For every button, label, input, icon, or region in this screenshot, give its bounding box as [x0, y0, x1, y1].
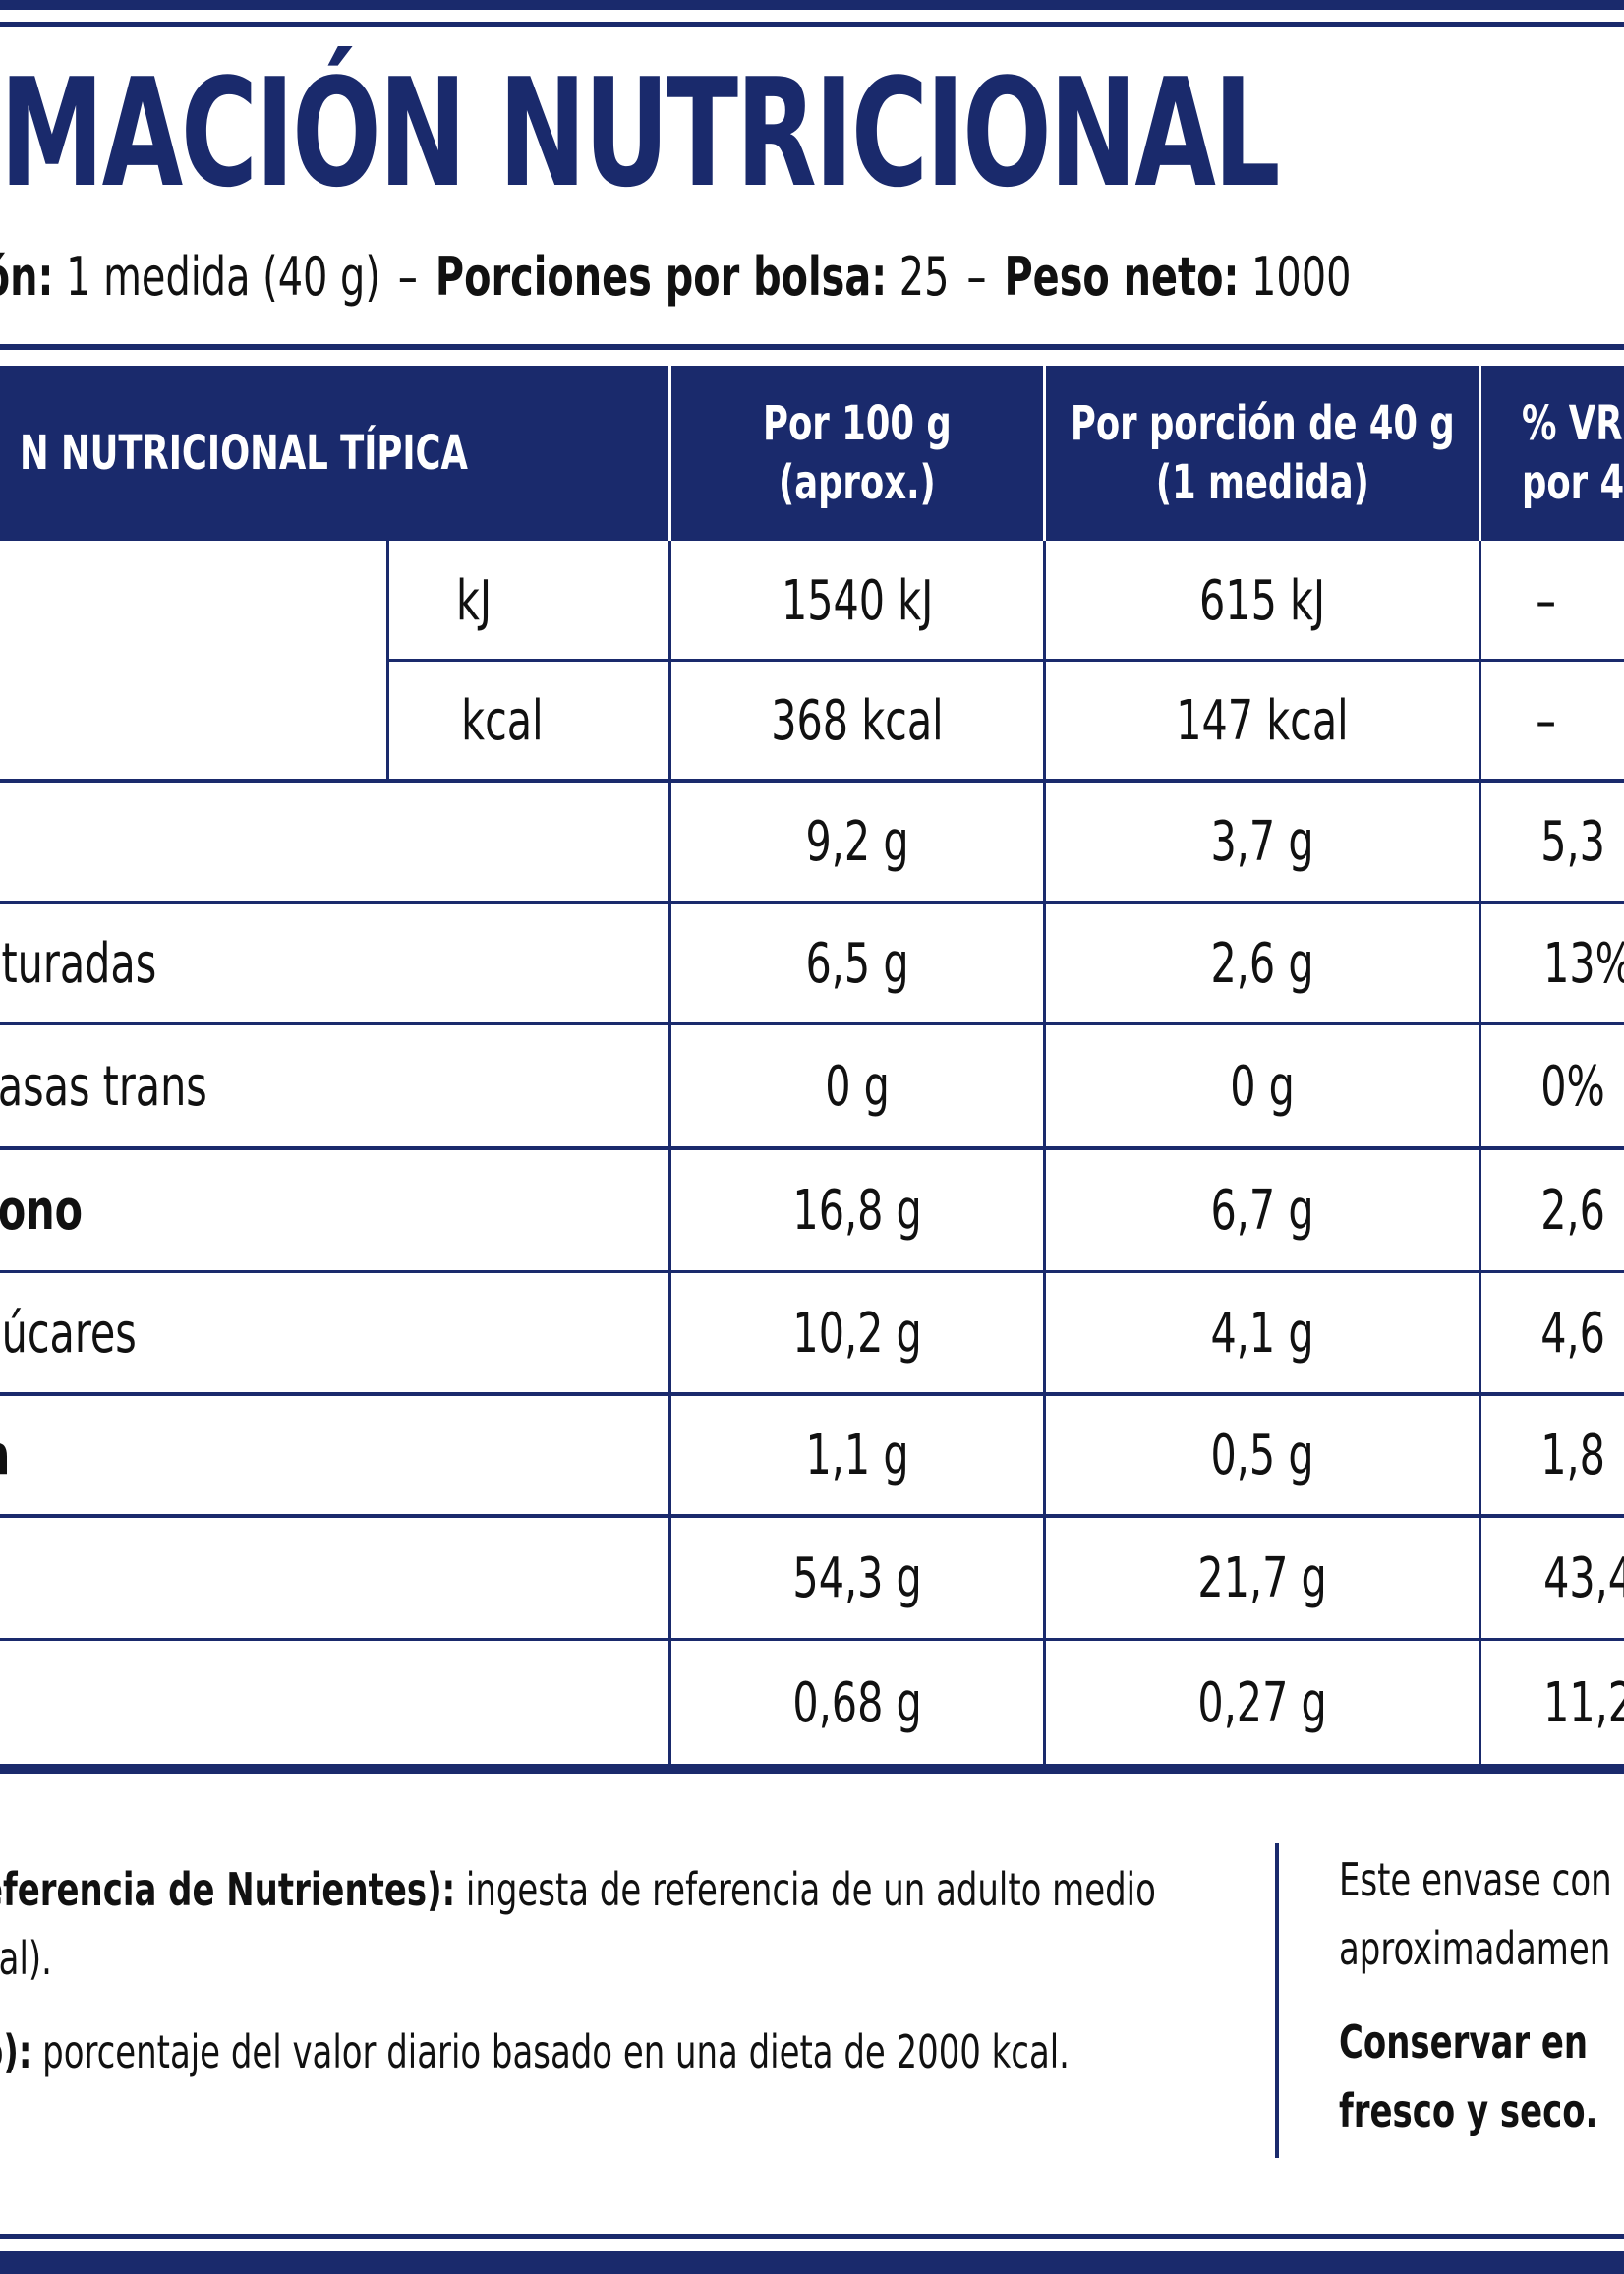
nutrient-label — [0, 781, 609, 903]
row-divider — [0, 1270, 1624, 1273]
nutrient-label: aria — [0, 1394, 609, 1516]
unit-cell: kcal — [461, 688, 544, 753]
table-row: aria 1,1 g 0,5 g 1,8 — [0, 1394, 1624, 1516]
per100-cell: 9,2 g — [805, 809, 909, 874]
separator-dash: – — [966, 246, 987, 308]
column-divider — [1043, 541, 1046, 1766]
nutrient-label — [0, 1516, 609, 1640]
table-row: 9,2 g 3,7 g 5,3 — [0, 781, 1624, 903]
table-bottom-rule — [0, 1766, 1624, 1774]
row-divider — [0, 1146, 1624, 1150]
row-divider — [0, 1638, 1624, 1641]
row-divider — [388, 659, 1624, 662]
column-divider — [668, 541, 671, 1766]
per40-cell: 3,7 g — [1210, 809, 1314, 874]
vr-cell: – — [1536, 568, 1556, 633]
nutrient-label: s grasas trans — [0, 1054, 207, 1119]
subtitle-rule — [0, 344, 1624, 350]
vr-cell: 2,6 — [1540, 1178, 1605, 1243]
table-row: 54,3 g 21,7 g 43,4 — [0, 1516, 1624, 1640]
storage-note-1: Conservar en — [1339, 2015, 1589, 2069]
per40-cell: 147 kcal — [1176, 688, 1349, 753]
serving-label: porción: — [0, 246, 54, 308]
vr-cell: 13% — [1543, 931, 1624, 996]
weight-label: Peso neto: — [1004, 246, 1240, 308]
header-divider — [1043, 366, 1046, 541]
bottom-border — [0, 2251, 1624, 2274]
table-row: 0,68 g 0,27 g 11,2 — [0, 1640, 1624, 1766]
vr-cell: 4,6 — [1540, 1301, 1605, 1366]
row-divider — [0, 1514, 1624, 1518]
table-row: arbono 16,8 g 6,7 g 2,6 — [0, 1148, 1624, 1272]
vr-cell: 43,4 — [1543, 1545, 1624, 1610]
header-divider — [668, 366, 671, 541]
package-note-2: aproximadamen — [1339, 1922, 1611, 1975]
table-row: s saturadas 6,5 g 2,6 g 13% — [0, 903, 1624, 1024]
per100-cell: 16,8 g — [792, 1178, 922, 1243]
per100-cell: 54,3 g — [792, 1545, 922, 1610]
footnote-divider — [1275, 1843, 1279, 2158]
table-row: s grasas trans 0 g 0 g 0% — [0, 1024, 1624, 1148]
row-divider — [0, 1764, 1624, 1767]
serving-info: porción: 1 medida (40 g)–Porciones por b… — [0, 251, 1351, 304]
footnote-vrn-cont: cal). — [0, 1932, 52, 1985]
row-divider — [0, 901, 1624, 904]
vr-cell: 11,2 — [1543, 1670, 1624, 1735]
footnote-vd: o): porcentaje del valor diario basado e… — [0, 2025, 1070, 2078]
column-divider — [1479, 541, 1481, 1766]
nutrition-table: N NUTRICIONAL TÍPICA Por 100 g (aprox.) … — [0, 366, 1624, 1768]
vr-cell: – — [1536, 688, 1556, 753]
per40-cell: 0,5 g — [1210, 1423, 1314, 1487]
footnote-vrn: eferencia de Nutrientes): ingesta de ref… — [0, 1863, 1156, 1916]
column-divider — [386, 541, 389, 781]
serving-value: 1 medida (40 g) — [53, 246, 380, 308]
table-row: kcal 368 kcal 147 kcal – — [0, 661, 1624, 781]
nutrient-label: s azúcares — [0, 1301, 137, 1366]
weight-value: 1000 — [1239, 246, 1352, 308]
header-divider — [1479, 366, 1481, 541]
page-title: RMACIÓN NUTRICIONAL — [0, 46, 1281, 220]
bottom-border-thin — [0, 2234, 1624, 2239]
portions-value: 25 — [887, 246, 950, 308]
per40-cell: 6,7 g — [1210, 1178, 1314, 1243]
per100-cell: 0 g — [825, 1054, 890, 1119]
per40-cell: 0,27 g — [1197, 1670, 1327, 1735]
row-divider — [0, 1022, 1624, 1025]
row-divider — [0, 779, 1624, 783]
per40-cell: 21,7 g — [1197, 1545, 1327, 1610]
table-header: N NUTRICIONAL TÍPICA Por 100 g (aprox.) … — [0, 366, 1624, 541]
unit-cell: kJ — [455, 568, 493, 633]
vr-cell: 5,3 — [1540, 809, 1605, 874]
per100-cell: 6,5 g — [805, 931, 909, 996]
portions-label: Porciones por bolsa: — [435, 246, 888, 308]
table-row: s azúcares 10,2 g 4,1 g 4,6 — [0, 1272, 1624, 1394]
per100-cell: 0,68 g — [792, 1670, 922, 1735]
top-border-thin — [0, 22, 1624, 27]
header-typical: N NUTRICIONAL TÍPICA — [20, 426, 468, 481]
separator-dash: – — [397, 246, 418, 308]
vr-cell: 1,8 — [1540, 1423, 1605, 1487]
header-per100: Por 100 g (aprox.) — [763, 396, 952, 510]
nutrient-label: s saturadas — [0, 931, 157, 996]
per40-cell: 0 g — [1230, 1054, 1295, 1119]
storage-note-2: fresco y seco. — [1339, 2084, 1598, 2137]
vr-cell: 0% — [1540, 1054, 1605, 1119]
per40-cell: 4,1 g — [1210, 1301, 1314, 1366]
header-per40: Por porción de 40 g (1 medida) — [1070, 396, 1455, 510]
per40-cell: 2,6 g — [1210, 931, 1314, 996]
top-border — [0, 0, 1624, 10]
per100-cell: 1,1 g — [805, 1423, 909, 1487]
per100-cell: 1540 kJ — [781, 568, 934, 633]
nutrient-label — [0, 1640, 609, 1766]
header-vr: % VR por 4 — [1522, 396, 1624, 510]
package-note-1: Este envase con — [1339, 1853, 1612, 1906]
row-divider — [0, 1392, 1624, 1396]
nutrient-label: arbono — [0, 1178, 84, 1243]
per100-cell: 10,2 g — [792, 1301, 922, 1366]
per40-cell: 615 kJ — [1198, 568, 1326, 633]
per100-cell: 368 kcal — [771, 688, 944, 753]
